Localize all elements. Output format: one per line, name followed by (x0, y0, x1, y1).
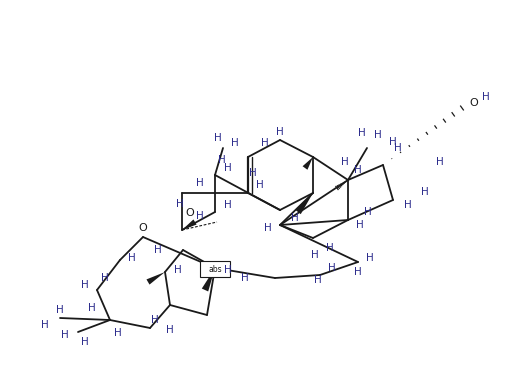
Text: H: H (224, 200, 232, 210)
Text: H: H (389, 137, 397, 147)
FancyBboxPatch shape (200, 261, 230, 277)
Text: H: H (224, 265, 232, 275)
Text: O: O (139, 223, 147, 233)
Text: H: H (291, 213, 299, 223)
Text: H: H (154, 245, 162, 255)
Text: H: H (341, 157, 349, 167)
Text: H: H (128, 253, 136, 263)
Text: H: H (176, 199, 184, 209)
Text: H: H (394, 143, 402, 153)
Text: H: H (249, 168, 257, 178)
Text: H: H (218, 155, 226, 165)
Text: H: H (81, 280, 89, 290)
Polygon shape (182, 219, 197, 230)
Text: H: H (56, 305, 64, 315)
Text: H: H (196, 178, 204, 188)
Text: H: H (166, 325, 174, 335)
Text: H: H (196, 211, 204, 221)
Text: H: H (328, 263, 336, 273)
Text: H: H (256, 180, 264, 190)
Text: H: H (358, 128, 366, 138)
Text: H: H (276, 127, 284, 137)
Text: H: H (61, 330, 69, 340)
Text: H: H (214, 133, 222, 143)
Polygon shape (146, 272, 165, 285)
Text: H: H (314, 275, 322, 285)
Text: H: H (41, 320, 49, 330)
Text: H: H (374, 130, 382, 140)
Text: H: H (231, 138, 239, 148)
Text: H: H (114, 328, 122, 338)
Polygon shape (295, 193, 313, 214)
Text: H: H (81, 337, 89, 347)
Polygon shape (202, 268, 215, 291)
Text: H: H (101, 273, 109, 283)
Text: H: H (421, 187, 429, 197)
Text: H: H (261, 138, 269, 148)
Text: H: H (404, 200, 412, 210)
Text: H: H (311, 250, 319, 260)
Text: H: H (354, 165, 362, 175)
Text: H: H (151, 315, 159, 325)
Text: H: H (354, 267, 362, 277)
Text: H: H (174, 265, 182, 275)
Text: H: H (366, 253, 374, 263)
Text: H: H (264, 223, 272, 233)
Text: abs: abs (208, 265, 222, 273)
Text: O: O (470, 98, 478, 108)
Polygon shape (303, 157, 313, 170)
Text: O: O (186, 208, 195, 218)
Text: H: H (356, 220, 364, 230)
Text: H: H (88, 303, 96, 313)
Text: H: H (241, 273, 249, 283)
Text: H: H (326, 243, 334, 253)
Text: H: H (482, 92, 490, 102)
Text: H: H (436, 157, 444, 167)
Text: H: H (364, 207, 372, 217)
Text: H: H (224, 163, 232, 173)
